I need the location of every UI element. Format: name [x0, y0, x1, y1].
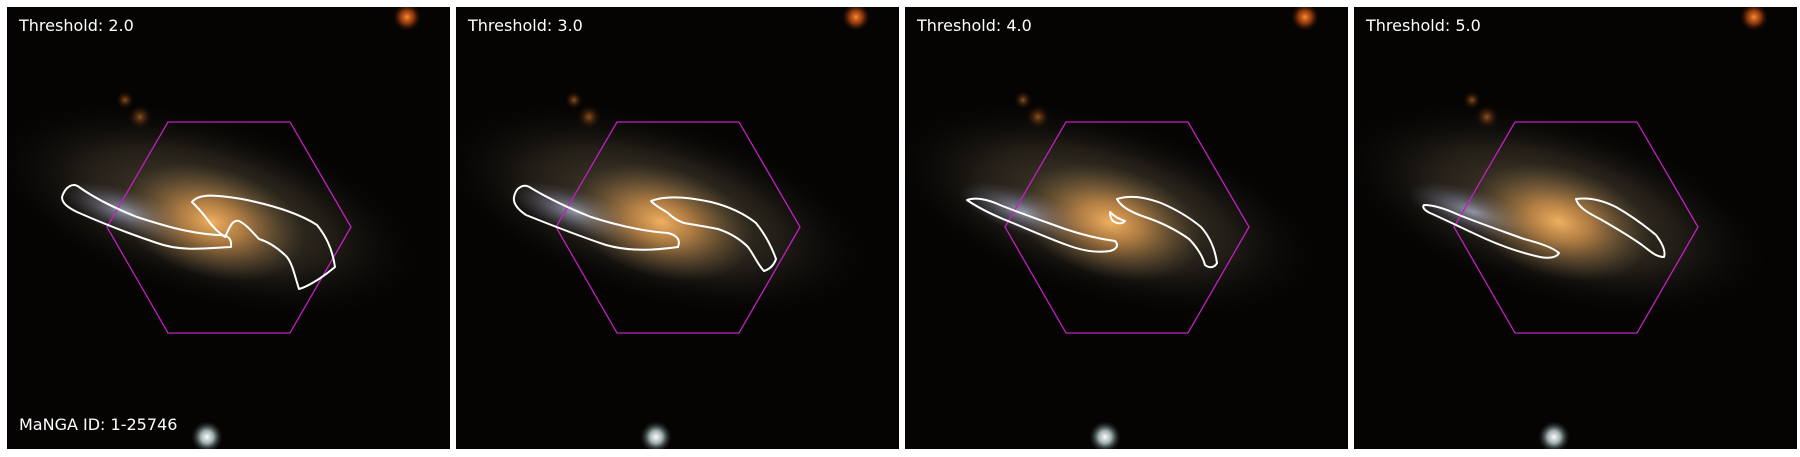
threshold-panel-1: Threshold: 2.0 MaNGA ID: 1-25746: [7, 7, 450, 449]
contour-1: [61, 184, 336, 290]
contour-2: [512, 184, 777, 272]
contour-4: [1422, 197, 1666, 259]
threshold-label-1: Threshold: 2.0: [19, 16, 134, 35]
threshold-label-4: Threshold: 5.0: [1366, 16, 1481, 35]
threshold-panel-2: Threshold: 3.0: [456, 7, 899, 449]
threshold-panel-3: Threshold: 4.0: [905, 7, 1348, 449]
galaxy-image-2: [456, 7, 899, 449]
image-panel-row: Threshold: 2.0 MaNGA ID: 1-25746 Thresho…: [7, 7, 1797, 449]
threshold-panel-4: Threshold: 5.0: [1354, 7, 1797, 449]
threshold-label-3: Threshold: 4.0: [917, 16, 1032, 35]
galaxy-image-3: [905, 7, 1348, 449]
galaxy-image-1: [7, 7, 450, 449]
threshold-label-2: Threshold: 3.0: [468, 16, 583, 35]
contour-3: [966, 195, 1218, 269]
galaxy-image-4: [1354, 7, 1797, 449]
galaxy-id-label: MaNGA ID: 1-25746: [19, 415, 178, 434]
